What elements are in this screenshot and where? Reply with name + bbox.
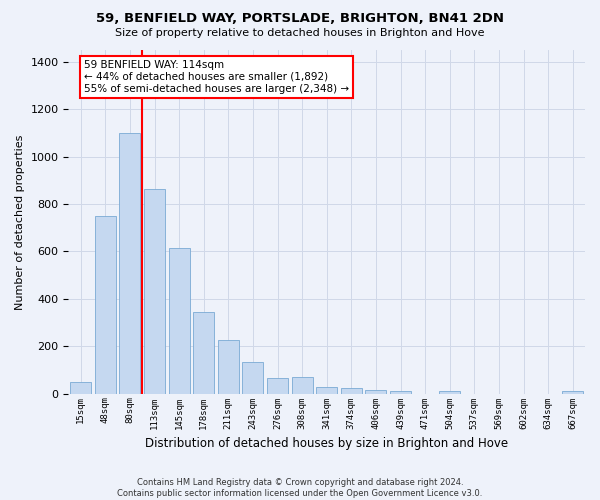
Bar bbox=[70, 382, 91, 394]
Bar bbox=[316, 386, 337, 394]
Text: 59 BENFIELD WAY: 114sqm
← 44% of detached houses are smaller (1,892)
55% of semi: 59 BENFIELD WAY: 114sqm ← 44% of detache… bbox=[84, 60, 349, 94]
Bar bbox=[169, 248, 190, 394]
Bar bbox=[218, 340, 239, 394]
Bar bbox=[193, 312, 214, 394]
Bar bbox=[267, 378, 288, 394]
Bar bbox=[144, 188, 165, 394]
Bar bbox=[341, 388, 362, 394]
Text: Contains HM Land Registry data © Crown copyright and database right 2024.
Contai: Contains HM Land Registry data © Crown c… bbox=[118, 478, 482, 498]
Bar bbox=[95, 216, 116, 394]
Text: Size of property relative to detached houses in Brighton and Hove: Size of property relative to detached ho… bbox=[115, 28, 485, 38]
Bar bbox=[439, 392, 460, 394]
Bar bbox=[292, 377, 313, 394]
Bar bbox=[365, 390, 386, 394]
Y-axis label: Number of detached properties: Number of detached properties bbox=[15, 134, 25, 310]
Bar bbox=[562, 392, 583, 394]
X-axis label: Distribution of detached houses by size in Brighton and Hove: Distribution of detached houses by size … bbox=[145, 437, 508, 450]
Text: 59, BENFIELD WAY, PORTSLADE, BRIGHTON, BN41 2DN: 59, BENFIELD WAY, PORTSLADE, BRIGHTON, B… bbox=[96, 12, 504, 26]
Bar bbox=[119, 133, 140, 394]
Bar bbox=[242, 362, 263, 394]
Bar bbox=[390, 392, 411, 394]
